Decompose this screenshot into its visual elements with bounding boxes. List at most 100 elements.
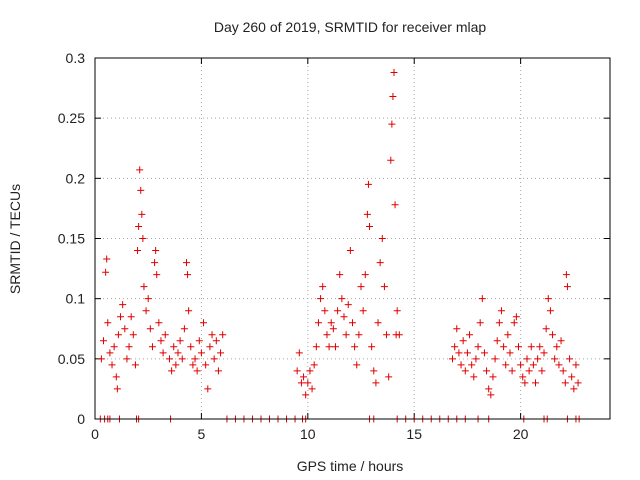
x-tick-label: 10 xyxy=(300,426,316,442)
data-point xyxy=(559,367,567,375)
data-point xyxy=(551,355,559,363)
data-point xyxy=(487,391,495,399)
data-point xyxy=(510,319,518,327)
data-point xyxy=(355,331,363,339)
data-point xyxy=(185,307,193,315)
data-point xyxy=(113,385,121,393)
data-point xyxy=(468,361,476,369)
data-point xyxy=(361,271,369,279)
data-point xyxy=(142,307,150,315)
data-point xyxy=(331,343,339,351)
data-point xyxy=(474,343,482,351)
data-point xyxy=(491,355,499,363)
data-point xyxy=(214,367,222,375)
data-point xyxy=(189,361,197,369)
data-point xyxy=(459,337,467,345)
data-point xyxy=(536,343,544,351)
data-point xyxy=(527,343,535,351)
data-point xyxy=(529,361,537,369)
data-point xyxy=(180,325,188,333)
data-point xyxy=(310,361,318,369)
x-tick-label: 0 xyxy=(91,426,99,442)
data-point xyxy=(500,343,508,351)
data-point xyxy=(480,349,488,357)
data-point xyxy=(540,349,548,357)
data-point xyxy=(152,247,160,255)
data-point xyxy=(178,355,186,363)
data-point xyxy=(562,271,570,279)
y-tick-label: 0.25 xyxy=(58,110,85,126)
data-point xyxy=(297,379,305,387)
data-point xyxy=(308,385,316,393)
data-point xyxy=(219,331,227,339)
data-point xyxy=(325,343,333,351)
data-point xyxy=(197,349,205,357)
data-point xyxy=(563,283,571,291)
data-point xyxy=(466,331,474,339)
data-point xyxy=(161,331,169,339)
data-point xyxy=(172,361,180,369)
y-tick-label: 0 xyxy=(77,411,85,427)
data-point xyxy=(212,337,220,345)
data-point xyxy=(493,337,501,345)
data-point xyxy=(204,385,212,393)
data-point xyxy=(553,343,561,351)
data-point xyxy=(117,313,125,321)
data-point xyxy=(534,355,542,363)
data-point xyxy=(155,319,163,327)
data-point xyxy=(353,361,361,369)
data-point xyxy=(364,180,372,188)
data-point xyxy=(532,379,540,387)
data-point xyxy=(137,186,145,194)
data-point xyxy=(390,68,398,76)
data-point xyxy=(295,349,303,357)
data-point xyxy=(368,343,376,351)
data-point xyxy=(570,385,578,393)
data-point xyxy=(566,355,574,363)
data-point xyxy=(183,259,191,267)
data-point xyxy=(157,337,165,345)
data-point xyxy=(549,331,557,339)
data-point xyxy=(136,166,144,174)
data-point xyxy=(202,361,210,369)
data-point xyxy=(463,349,471,357)
data-point xyxy=(483,367,491,375)
data-point xyxy=(108,361,116,369)
data-point xyxy=(485,385,493,393)
data-points xyxy=(96,68,583,423)
data-point xyxy=(144,295,152,303)
data-point xyxy=(538,367,546,375)
data-point xyxy=(200,319,208,327)
data-point xyxy=(304,379,312,387)
data-point xyxy=(319,283,327,291)
data-point xyxy=(217,349,225,357)
data-point xyxy=(453,325,461,333)
data-point xyxy=(544,295,552,303)
data-point xyxy=(380,283,388,291)
data-point xyxy=(302,391,310,399)
data-point xyxy=(140,283,148,291)
x-axis-label: GPS time / hours xyxy=(297,458,404,474)
data-point xyxy=(336,271,344,279)
data-point xyxy=(542,325,550,333)
data-point xyxy=(334,307,342,315)
y-tick-label: 0.15 xyxy=(58,231,85,247)
data-point xyxy=(151,259,159,267)
chart-title: Day 260 of 2019, SRMTID for receiver mla… xyxy=(214,19,487,35)
x-tick-label: 5 xyxy=(198,426,206,442)
data-point xyxy=(349,319,356,327)
data-point xyxy=(395,331,403,339)
y-tick-label: 0.3 xyxy=(66,50,86,66)
data-point xyxy=(351,343,359,351)
data-point xyxy=(359,307,367,315)
data-point xyxy=(193,367,201,375)
data-point xyxy=(449,355,457,363)
y-axis-label: SRMTID / TECUs xyxy=(7,184,23,294)
data-point xyxy=(388,120,396,128)
data-point xyxy=(519,373,527,381)
data-point xyxy=(321,307,329,315)
data-point xyxy=(568,373,576,381)
data-point xyxy=(363,210,371,218)
data-point xyxy=(148,343,156,351)
data-point xyxy=(389,93,397,101)
